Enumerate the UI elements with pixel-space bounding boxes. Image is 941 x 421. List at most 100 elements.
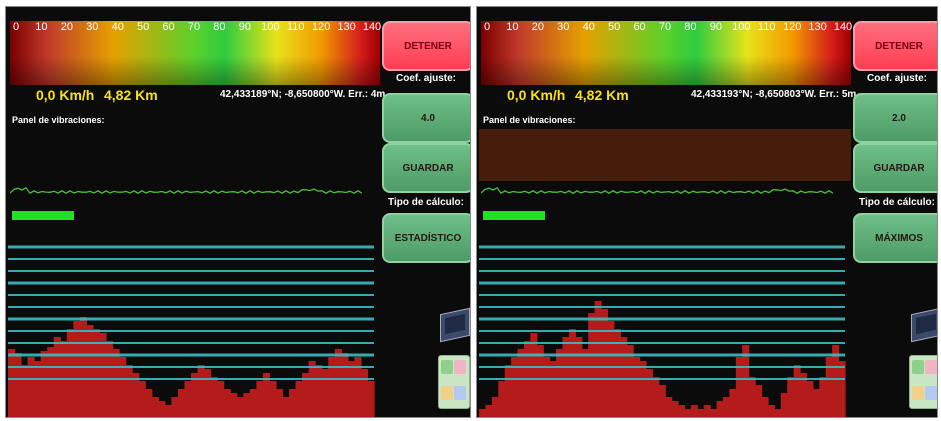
speed-tick-label: 10 [35,21,48,33]
vibration-bar [549,361,557,417]
speed-tick-label: 140 [833,21,853,33]
vibration-bar [658,385,666,417]
vibration-bar [249,389,257,417]
speed-tick-label: 20 [531,21,544,33]
vibration-bar [601,309,609,417]
speed-tick-label: 60 [633,21,646,33]
speed-gradient-bar [10,21,380,85]
vibration-bar [594,301,602,417]
vibration-bar [530,333,538,417]
vibration-bar [256,381,264,417]
calc-type-button[interactable]: ESTADÍSTICO [382,213,470,263]
vibration-bar [14,353,22,417]
speed-scale: 0 10 20 30 40 50 60 70 80 90 100 110 120 130 140 [6,21,470,37]
vibration-bar [684,409,692,417]
vibration-bar [302,373,310,417]
vibration-chart [479,245,846,417]
coef-label: Coef. ajuste: [866,73,927,84]
vibration-bar [755,385,763,417]
vibration-bar [588,313,596,417]
vibration-bar [678,405,686,417]
vibration-bar [485,405,493,417]
coef-value-button[interactable]: 2.0 [853,93,937,143]
vibration-bar [184,381,192,417]
vibration-bar [787,377,795,417]
vibration-bar [838,361,846,417]
speed-tick-label: 0 [483,21,491,33]
save-button[interactable]: GUARDAR [853,143,937,193]
speed-tick-label: 50 [608,21,621,33]
vibration-bar [543,357,551,417]
map-widget-icon[interactable] [909,355,937,409]
vibration-bar [665,397,673,417]
vibration-bar [145,389,153,417]
speed-tick-label: 50 [137,21,150,33]
vibration-bar [633,357,641,417]
book-icon[interactable] [440,307,470,343]
right-screen: 0 10 20 30 40 50 60 70 80 90 100 110 120 130 140 0,0 K… [476,6,938,418]
vibration-bar [347,361,355,417]
vibration-bar [223,389,231,417]
vibration-bar [138,381,146,417]
speed-tick-label: 60 [162,21,175,33]
speed-tick-label: 110 [757,21,776,33]
vibration-bar [761,397,769,417]
vibration-bar [8,349,16,417]
vibration-bar [99,333,107,417]
vibration-bar [243,393,251,417]
vibration-bar [112,349,120,417]
vibration-bar [716,401,724,417]
vibration-bar [171,397,179,417]
coef-value-button[interactable]: 4.0 [382,93,470,143]
vibration-overlay-band [479,129,851,181]
vibration-bar [289,389,297,417]
vibration-bar [86,325,94,417]
speed-tick-label: 140 [362,21,382,33]
vibration-bar [723,397,731,417]
vibration-bar [697,409,705,417]
stop-button[interactable]: DETENER [853,21,937,71]
vibration-bar [47,347,55,417]
vibration-bar [334,349,342,417]
save-button[interactable]: GUARDAR [382,143,470,193]
vibration-bar [132,373,140,417]
vibration-bar [125,365,133,417]
speed-tick-label: 40 [111,21,124,33]
vibration-bar [191,373,199,417]
speed-tick-label: 10 [506,21,519,33]
vibration-level-bar [483,211,545,220]
vibration-bar [92,329,101,417]
speed-tick-label: 80 [213,21,226,33]
vibration-bar [236,397,244,417]
stop-button[interactable]: DETENER [382,21,470,71]
vibration-bar [308,361,316,417]
calc-type-button[interactable]: MÁXIMOS [853,213,937,263]
vibration-bar [767,405,775,417]
vibration-bar [367,381,375,417]
map-widget-icon[interactable] [438,355,470,409]
vibration-bar [613,329,621,417]
speed-readout: 0,0 Km/h [507,87,566,103]
vibration-bar [671,401,679,417]
vibration-bar [177,389,186,417]
vibration-bar [262,373,271,417]
vibration-bar [620,337,628,417]
vibration-bar [639,361,647,417]
speed-tick-label: 70 [187,21,201,33]
vibration-bar [556,349,564,417]
speed-tick-label: 30 [86,21,99,33]
speed-tick-label: 90 [238,21,251,33]
book-icon[interactable] [911,307,937,343]
vibration-bar [164,405,172,417]
vibration-trace [10,186,362,195]
vibration-bar [197,365,205,417]
vibration-bar [504,365,512,417]
vibration-bar [53,337,61,417]
vibration-bar [282,397,290,417]
vibration-bar [230,393,238,417]
vibration-bar [832,345,840,417]
vibration-bar [575,337,583,417]
speed-tick-label: 120 [782,21,802,33]
calc-type-label: Tipo de cálculo: [859,197,935,208]
vibration-bar [793,365,801,417]
